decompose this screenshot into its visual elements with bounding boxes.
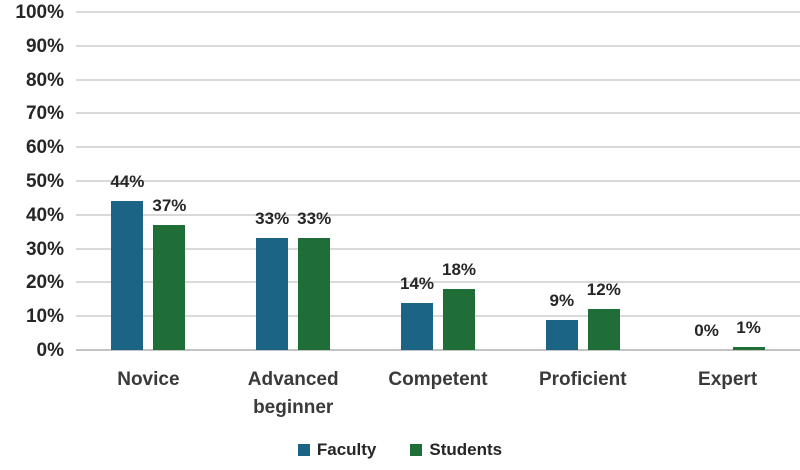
legend-label-faculty: Faculty [316, 440, 377, 459]
bar-faculty-advanced-beginner [256, 238, 289, 350]
y-axis-tick-label: 30% [25, 238, 64, 260]
category-label-competent: Competent [388, 369, 488, 390]
bar-faculty-competent [401, 302, 433, 350]
bar-students-novice [153, 224, 186, 350]
x-axis-line [76, 349, 800, 351]
y-axis-tick-label: 60% [25, 137, 64, 159]
category-label-novice: Novice [117, 369, 180, 390]
bar-students-advanced-beginner [298, 238, 331, 350]
data-label-students-novice: 37% [152, 195, 187, 215]
category-label-advanced-beginner: Advanced beginner [247, 369, 339, 418]
bar-faculty-novice [111, 201, 144, 350]
legend-label-students: Students [429, 440, 503, 459]
y-axis-tick-label: 0% [36, 340, 64, 361]
gridline [76, 213, 800, 216]
gridline [76, 247, 800, 250]
y-axis-tick-label: 80% [25, 69, 64, 91]
category-label-expert: Expert [698, 369, 758, 390]
legend-swatch-students-icon [410, 443, 423, 456]
gridline [76, 112, 800, 115]
data-label-students-proficient: 12% [586, 280, 621, 300]
gridline [76, 44, 800, 47]
data-label-students-expert: 1% [736, 317, 761, 337]
gridline [76, 315, 800, 318]
legend: Faculty Students [0, 441, 800, 458]
y-axis-tick-label: 40% [25, 204, 64, 226]
gridline [76, 146, 800, 149]
y-axis-tick-label: 70% [25, 103, 64, 125]
data-label-faculty-competent: 14% [399, 273, 435, 293]
y-axis-tick-label: 20% [25, 272, 64, 294]
data-label-students-advanced-beginner: 33% [297, 209, 332, 229]
y-axis-tick-label: 90% [25, 35, 64, 57]
gridline [76, 78, 800, 81]
data-label-faculty-proficient: 9% [549, 290, 575, 310]
bar-students-expert [732, 346, 765, 350]
data-label-faculty-expert: 0% [694, 321, 719, 340]
gridline [76, 11, 800, 13]
legend-swatch-faculty-icon [297, 443, 310, 456]
gridline [76, 180, 800, 182]
y-axis-tick-label: 100% [15, 2, 64, 23]
y-axis-tick-label: 10% [25, 306, 64, 328]
legend-item-faculty: Faculty [297, 440, 377, 459]
gridline [76, 281, 800, 284]
data-label-students-competent: 18% [441, 260, 477, 280]
data-label-faculty-advanced-beginner: 33% [255, 209, 290, 229]
y-axis-tick-label: 50% [25, 171, 64, 192]
category-label-proficient: Proficient [538, 369, 627, 390]
bar-faculty-proficient [545, 319, 578, 350]
legend-item-students: Students [410, 441, 502, 458]
bar-students-competent [443, 289, 475, 350]
data-label-faculty-novice: 44% [110, 172, 145, 192]
bar-students-proficient [587, 309, 620, 350]
